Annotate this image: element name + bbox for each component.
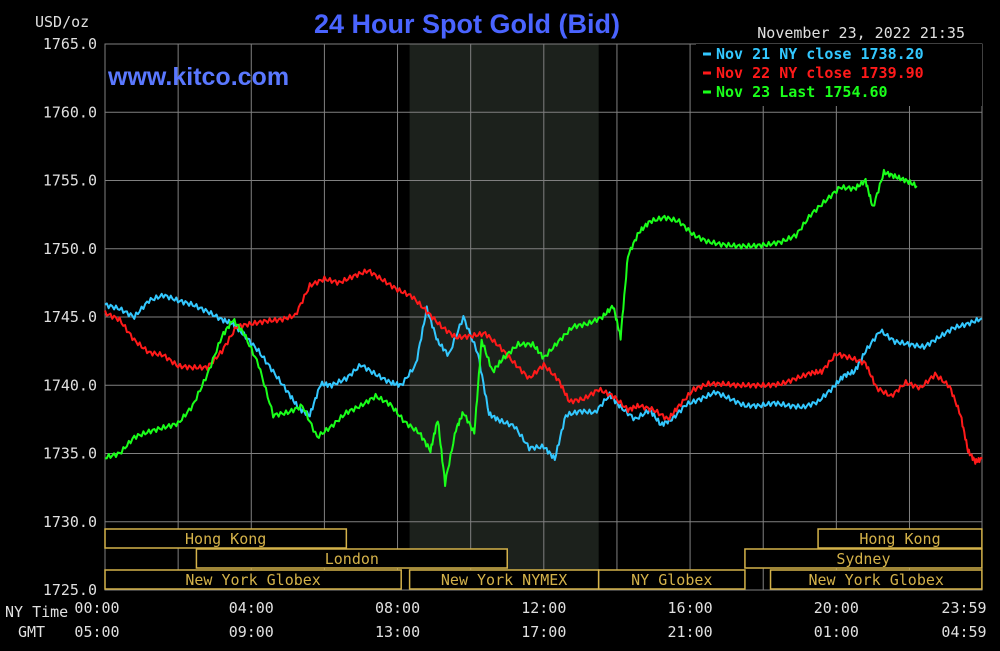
series-line [104,168,918,487]
x-axis-label-gmt: GMT [18,623,45,641]
x-tick-label-ny: 00:00 [74,599,119,617]
unit-label: USD/oz [35,13,89,31]
session-box [597,569,746,590]
session-label: London [325,550,379,568]
session-label: New York Globex [185,571,320,589]
market-sessions: Hong Kong London New York Globex New York N… [104,528,983,590]
x-tick-label-ny: 23:59 [941,599,986,617]
chart-grid [104,43,983,591]
series-line [104,268,983,465]
y-tick-label: 1740.0 [43,376,97,394]
session-label: New York Globex [808,571,943,589]
x-tick-label-gmt: 05:00 [74,623,119,641]
x-tick-label-gmt: 01:00 [814,623,859,641]
legend-box [696,44,982,106]
session-box [104,528,348,549]
session-label: NY Globex [631,571,712,589]
y-axis-ticks: 1765.0 1760.0 1755.0 1750.0 1745.0 1740.0 1735… [43,35,97,599]
session-label: Sydney [836,550,890,568]
y-tick-label: 1725.0 [43,581,97,599]
x-tick-label-ny: 04:00 [229,599,274,617]
x-tick-label-gmt: 04:59 [941,623,986,641]
x-tick-label-gmt: 09:00 [229,623,274,641]
x-tick-label-ny: 16:00 [668,599,713,617]
x-tick-label-ny: 08:00 [375,599,420,617]
session-label: Hong Kong [859,530,940,548]
x-tick-label-gmt: 17:00 [521,623,566,641]
x-tick-label-gmt: 13:00 [375,623,420,641]
session-box [817,528,983,549]
y-tick-label: 1765.0 [43,35,97,53]
legend-entry: Nov 23 Last 1754.60 [716,83,888,101]
session-label: Hong Kong [185,530,266,548]
session-label: New York NYMEX [441,571,567,589]
watermark-text: www.kitco.com [107,63,289,91]
x-tick-label-ny: 12:00 [521,599,566,617]
x-tick-label-ny: 20:00 [814,599,859,617]
session-box [769,569,983,590]
x-tick-label-gmt: 21:00 [668,623,713,641]
session-box [104,569,402,590]
series-line [104,292,983,461]
y-tick-label: 1735.0 [43,445,97,463]
session-box [744,548,983,569]
legend-entry: Nov 22 NY close 1739.90 [716,64,924,82]
y-tick-label: 1730.0 [43,513,97,531]
y-tick-label: 1745.0 [43,308,97,326]
chart-title: 24 Hour Spot Gold (Bid) [314,9,620,39]
x-axis-ticks: 00:00 05:00 04:00 09:00 08:00 13:00 12:00 17:00… [74,599,986,641]
legend-entry: Nov 21 NY close 1738.20 [716,45,924,63]
y-tick-label: 1760.0 [43,103,97,121]
y-tick-label: 1750.0 [43,240,97,258]
y-tick-label: 1755.0 [43,172,97,190]
series-group [104,168,983,487]
x-axis-label-ny: NY Time [5,603,68,621]
chart-timestamp: November 23, 2022 21:35 [757,24,965,42]
plot-border [104,43,983,591]
session-box [195,548,508,569]
